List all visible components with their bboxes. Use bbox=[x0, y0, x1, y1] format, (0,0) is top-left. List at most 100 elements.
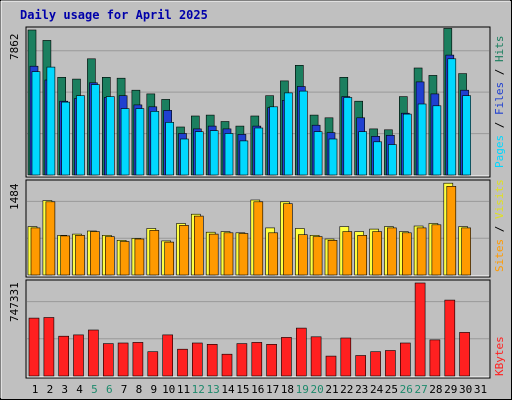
x-tick-label-17: 17 bbox=[266, 383, 279, 396]
x-tick-label-24: 24 bbox=[370, 383, 384, 396]
sites-bar-day-23 bbox=[357, 235, 368, 276]
x-tick-label-30: 30 bbox=[459, 383, 472, 396]
kbytes-bar-day-21 bbox=[325, 355, 337, 377]
bottom-side-label: KBytes bbox=[493, 336, 506, 376]
x-tick-label-26: 26 bbox=[400, 383, 413, 396]
x-tick-label-5: 5 bbox=[91, 383, 98, 396]
x-tick-label-20: 20 bbox=[310, 383, 323, 396]
kbytes-bar-day-9 bbox=[147, 351, 159, 377]
kbytes-label: KBytes bbox=[493, 336, 506, 376]
kbytes-bar-day-24 bbox=[370, 351, 381, 377]
x-tick-label-18: 18 bbox=[281, 383, 294, 396]
pages-bar-day-29 bbox=[447, 58, 457, 176]
kbytes-bar-day-11 bbox=[177, 348, 188, 377]
hits-label: Hits bbox=[493, 36, 506, 63]
kbytes-bar-day-5 bbox=[88, 329, 99, 377]
sites-bar-day-15 bbox=[238, 233, 249, 276]
x-tick-label-15: 15 bbox=[236, 383, 249, 396]
x-tick-label-22: 22 bbox=[340, 383, 353, 396]
sites-bar-day-1 bbox=[30, 227, 41, 276]
sites-bar-day-25 bbox=[387, 227, 397, 276]
kbytes-bar-day-26 bbox=[399, 342, 411, 377]
x-tick-label-6: 6 bbox=[106, 383, 113, 396]
middle-axis-max-label: 1484 bbox=[8, 183, 21, 210]
sites-label: Sites bbox=[493, 239, 506, 272]
pages-bar-day-27 bbox=[417, 103, 427, 176]
pages-bar-day-21 bbox=[328, 138, 338, 176]
x-tick-label-25: 25 bbox=[385, 383, 398, 396]
x-tick-label-2: 2 bbox=[47, 383, 54, 396]
chart-title: Daily usage for April 2025 bbox=[20, 8, 208, 22]
visits-label: Visits bbox=[493, 179, 506, 219]
sites-bar-day-4 bbox=[75, 235, 85, 276]
pages-bar-day-28 bbox=[432, 105, 442, 176]
kbytes-bar-day-17 bbox=[266, 343, 277, 377]
kbytes-bar-day-3 bbox=[58, 335, 70, 377]
sites-bar-day-14 bbox=[223, 232, 234, 276]
kbytes-bar-day-6 bbox=[103, 343, 114, 377]
sites-bar-day-24 bbox=[372, 231, 382, 276]
pages-bar-day-22 bbox=[343, 97, 353, 176]
bottom-axis-max-label: 747331 bbox=[8, 282, 21, 322]
x-tick-label-10: 10 bbox=[162, 383, 175, 396]
pages-bar-day-13 bbox=[209, 130, 219, 176]
pages-bar-day-30 bbox=[462, 95, 471, 176]
kbytes-bar-day-23 bbox=[355, 355, 367, 377]
kbytes-bar-day-12 bbox=[192, 342, 203, 377]
sites-bar-day-29 bbox=[446, 186, 457, 276]
x-tick-label-8: 8 bbox=[136, 383, 143, 396]
sites-bar-day-10 bbox=[164, 241, 174, 276]
sites-bar-day-26 bbox=[401, 232, 412, 276]
sites-bar-day-13 bbox=[208, 233, 219, 276]
kbytes-bar-day-15 bbox=[236, 343, 248, 377]
pages-bar-day-2 bbox=[46, 66, 56, 176]
kbytes-bar-day-27 bbox=[414, 282, 426, 377]
pages-bar-day-10 bbox=[165, 122, 174, 176]
x-tick-label-3: 3 bbox=[61, 383, 68, 396]
x-tick-label-19: 19 bbox=[296, 383, 309, 396]
kbytes-bar-day-19 bbox=[295, 327, 307, 377]
pages-bar-day-8 bbox=[135, 108, 145, 176]
middle-side-label: Sites / Visits bbox=[493, 179, 506, 272]
x-axis-labels: 1 2 3 4 5 6 7 8 9 10 11 12 13 14 15 16 17 18 19 20 21 22 23 24 2… bbox=[32, 383, 487, 396]
kbytes-bar-day-20 bbox=[310, 336, 322, 377]
kbytes-bar-day-25 bbox=[385, 350, 396, 377]
pages-bar-day-11 bbox=[180, 138, 189, 176]
kbytes-bar-day-10 bbox=[162, 334, 173, 377]
sites-bar-day-30 bbox=[461, 227, 471, 276]
sites-bar-day-7 bbox=[119, 241, 130, 276]
sites-bar-day-20 bbox=[312, 236, 323, 276]
sites-bar-day-27 bbox=[416, 227, 427, 276]
kbytes-bar-day-1 bbox=[28, 317, 40, 377]
pages-bar-day-7 bbox=[120, 108, 130, 176]
kbytes-bar-day-4 bbox=[73, 334, 84, 377]
pages-bar-day-6 bbox=[106, 96, 115, 176]
x-tick-label-21: 21 bbox=[325, 383, 338, 396]
sites-bar-day-3 bbox=[60, 235, 71, 276]
pages-bar-day-17 bbox=[269, 106, 278, 176]
x-tick-label-29: 29 bbox=[444, 383, 457, 396]
sites-bar-day-17 bbox=[268, 232, 278, 276]
top-axis-max-label: 7862 bbox=[8, 34, 21, 61]
pages-bar-day-15 bbox=[239, 140, 249, 176]
panel-bottom: 747331 KBytes bbox=[8, 279, 506, 379]
kbytes-bar-day-8 bbox=[132, 342, 144, 377]
kbytes-bar-day-16 bbox=[251, 342, 263, 377]
kbytes-bar-day-29 bbox=[444, 299, 456, 377]
kbytes-bar-day-7 bbox=[117, 342, 129, 377]
pages-bar-day-9 bbox=[150, 111, 160, 176]
pages-bar-day-3 bbox=[61, 101, 71, 176]
pages-label: Pages bbox=[493, 135, 506, 168]
kbytes-bar-day-2 bbox=[43, 317, 55, 377]
pages-bar-day-1 bbox=[31, 71, 41, 176]
sites-bar-day-9 bbox=[149, 230, 160, 276]
x-tick-label-16: 16 bbox=[251, 383, 264, 396]
sites-bar-day-28 bbox=[431, 224, 442, 276]
sites-bar-day-18 bbox=[283, 203, 293, 276]
x-tick-label-7: 7 bbox=[121, 383, 128, 396]
pages-bar-day-14 bbox=[224, 133, 234, 176]
x-tick-label-4: 4 bbox=[76, 383, 83, 396]
sites-bar-day-12 bbox=[194, 215, 204, 276]
kbytes-bar-day-22 bbox=[340, 337, 352, 377]
